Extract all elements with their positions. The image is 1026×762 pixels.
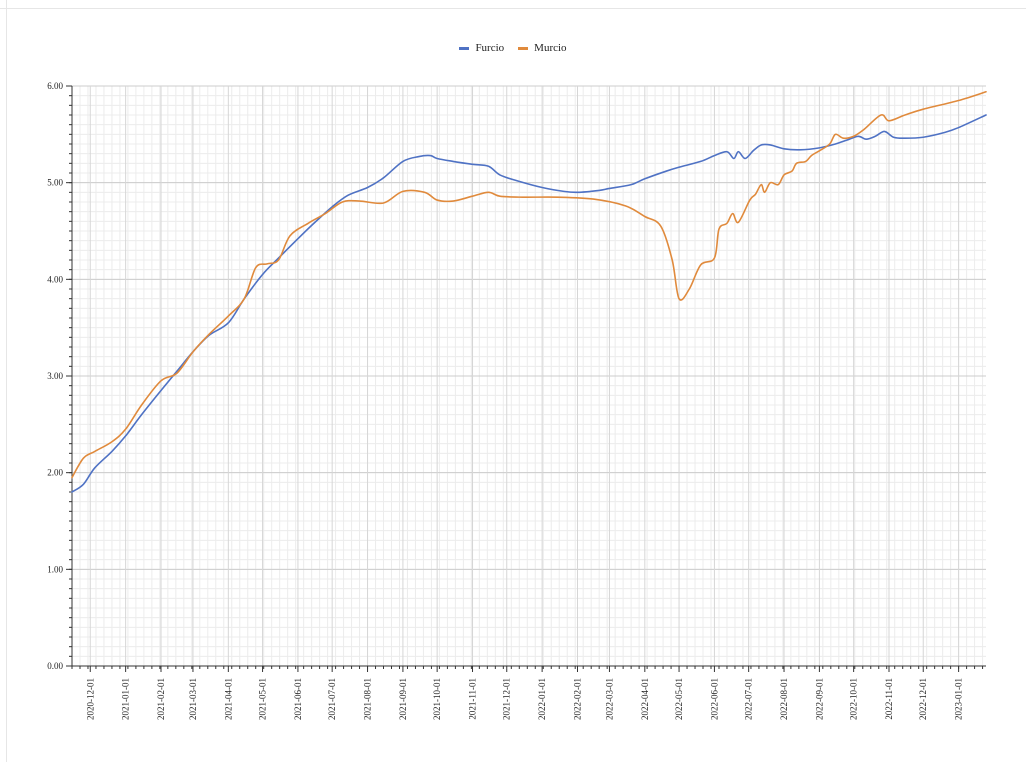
x-tick-label: 2022-12-01 [918,678,928,720]
x-tick-label: 2021-06-01 [293,678,303,720]
legend-label: Murcio [534,42,567,54]
x-tick-label: 2021-07-01 [327,678,337,720]
x-tick-label: 2022-06-01 [709,678,719,720]
x-tick-label: 2020-12-01 [85,678,95,720]
x-tick-label: 2022-09-01 [814,678,824,720]
x-tick-label: 2021-10-01 [432,678,442,720]
x-tick-label: 2022-11-01 [884,678,894,720]
legend-item-0[interactable]: Furcio [459,42,504,54]
x-tick-label: 2021-03-01 [188,678,198,720]
x-tick-label: 2021-01-01 [121,678,131,720]
x-tick-label: 2022-01-01 [537,678,547,720]
y-tick-label: 6.00 [47,81,63,91]
legend-label: Furcio [475,42,505,54]
y-tick-label: 5.00 [47,178,63,188]
x-tick-label: 2023-01-01 [954,678,964,720]
y-tick-label: 0.00 [47,661,63,671]
x-tick-label: 2022-05-01 [674,678,684,720]
y-tick-label: 2.00 [47,468,63,478]
x-tick-label: 2021-04-01 [223,678,233,720]
x-tick-label: 2021-08-01 [363,678,373,720]
y-tick-label: 1.00 [47,564,63,574]
y-tick-label: 4.00 [47,274,63,284]
chart-legend: Furcio Murcio [0,42,1026,54]
x-tick-label: 2021-09-01 [398,678,408,720]
y-tick-label: 3.00 [47,371,63,381]
legend-item-1[interactable]: Murcio [518,42,567,54]
x-tick-label: 2021-12-01 [502,678,512,720]
x-tick-label: 2021-05-01 [258,678,268,720]
legend-swatch [459,46,470,50]
x-tick-label: 2022-02-01 [572,678,582,720]
x-tick-label: 2022-04-01 [640,678,650,720]
x-tick-label: 2022-10-01 [849,678,859,720]
series-line-furcio [71,114,987,493]
x-tick-label: 2022-03-01 [604,678,614,720]
x-tick-label: 2022-07-01 [744,678,754,720]
x-tick-label: 2022-08-01 [779,678,789,720]
x-tick-label: 2021-02-01 [156,678,166,720]
x-tick-label: 2021-11-01 [468,678,478,720]
sheet-grid-top [0,0,1026,9]
sheet-grid-left [0,0,7,762]
legend-swatch [518,46,529,50]
series-line-murcio [71,91,987,479]
